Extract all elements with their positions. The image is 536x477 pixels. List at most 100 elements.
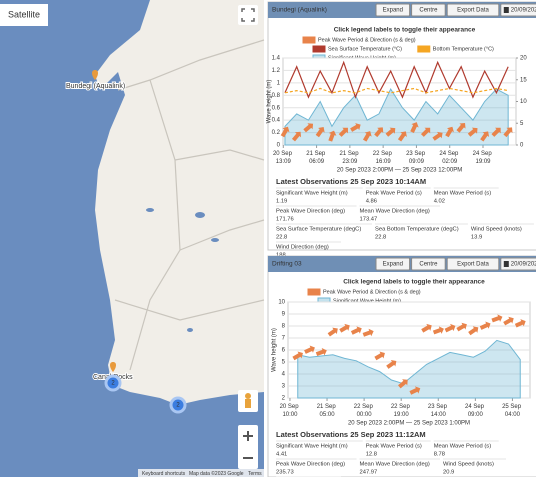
direction-arrow [327,327,338,337]
x-tick-label: 20 Sep 10:00 [280,404,301,418]
header-button[interactable] [375,257,411,271]
fullscreen-button[interactable] [238,5,258,25]
direction-arrow [456,322,467,332]
legend-swatch [302,36,316,44]
map-type-button[interactable] [0,4,48,26]
header-button[interactable] [375,3,411,17]
observation-label: Mean Wave Direction (deg) [360,209,430,215]
observation-label: Peak Wave Period (s) [366,191,422,197]
x-tick-label: 21 Sep 05:00 [317,404,338,418]
observation-label: Significant Wave Height (m) [276,444,348,450]
cluster[interactable] [169,396,187,414]
observations-title: Latest Observations 25 Sep 2023 10:14AM [276,177,426,186]
x-tick-label: 21 Sep 06:09 [306,151,327,165]
cluster[interactable] [104,374,122,392]
cluster-count: 2 [176,403,180,409]
observation-label: Mean Wave Direction (deg) [360,462,430,468]
y-tick-label: 0.6 [272,105,281,111]
direction-arrow [280,126,290,138]
road [114,299,265,321]
legend-label[interactable]: Peak Wave Period & Direction (s & deg) [318,37,416,43]
observation-label: Sea Bottom Temperature (degC) [375,227,459,233]
y-tick-label: 2 [282,396,286,402]
calendar-icon [503,261,509,267]
legend-label[interactable]: Bottom Temperature (°C) [433,46,494,52]
direction-arrow [374,351,385,361]
direction-arrow [420,127,431,137]
observation-label: Peak Wave Direction (deg) [276,462,345,468]
marker-pin[interactable] [110,362,116,372]
direction-arrow [444,323,456,333]
legend-label[interactable]: Significant Wave Height (m) [333,298,401,304]
y-tick-label: 0 [277,143,281,149]
map-type-label: Satellite [8,9,40,19]
y-tick-label: 3 [282,384,286,390]
date-range: 20/09/2023 - 25/09/2023 [511,8,536,14]
x-tick-label: 23 Sep 14:00 [428,404,449,418]
lake [211,238,219,242]
direction-arrow [386,359,397,369]
direction-arrow [445,126,454,138]
header-button[interactable] [411,3,446,17]
lake [187,328,193,332]
observation-label: Mean Wave Period (s) [434,191,492,197]
x-tick-label: 25 Sep 04:00 [502,404,523,418]
legend-swatch [312,45,326,53]
direction-arrow [339,323,350,333]
direction-arrow [303,123,314,133]
direction-arrow [374,127,384,138]
map-footer [138,469,264,477]
cluster-count: 2 [111,381,115,387]
header-button[interactable] [411,257,446,271]
header-button[interactable] [446,257,500,271]
road [174,149,265,161]
calendar-icon [503,7,509,13]
observation-value: 13.9 [471,235,482,241]
direction-arrow [432,131,443,141]
button-label: Export Data [457,8,489,14]
x-tick-label: 22 Sep 19:00 [391,404,412,418]
direction-arrow [409,386,421,395]
observation-label: Wind Direction (deg) [276,245,329,251]
legend-label[interactable]: Peak Wave Period & Direction (s & deg) [323,289,421,295]
marker-label: Bundegi (Aqualink) [66,83,125,90]
zoom-in[interactable] [243,431,253,441]
lake [195,212,205,218]
y-tick-label: 0.4 [272,118,281,124]
direction-arrow [398,379,408,389]
legend-swatch [307,288,321,296]
direction-arrow [432,326,444,335]
roads [114,39,265,371]
footer-link[interactable]: Terms [248,471,262,477]
legend-label[interactable]: Sea Surface Temperature (°C) [328,46,402,52]
x-tick-label: 22 Sep 16:09 [373,151,394,165]
road [117,39,265,91]
y-axis-label: Wave height (m) [267,80,273,124]
footer-link[interactable]: Keyboard shortcuts [142,471,186,477]
x-tick-label: 24 Sep 09:00 [465,404,486,418]
direction-arrow [362,131,372,142]
lake [146,208,154,212]
direction-arrow [397,131,407,142]
direction-arrow [491,127,501,137]
direction-arrow [385,127,396,137]
direction-arrow [491,314,503,323]
panel-title: Bundegi (Aqualink) [272,7,327,14]
marker-pin[interactable] [92,70,98,80]
header-button[interactable] [446,3,500,17]
direction-arrow [304,345,315,354]
y2-tick-label: 20 [520,56,527,62]
observation-value: 4.41 [276,452,287,458]
y-tick-label: 0.8 [272,93,281,99]
x-range-label: 20 Sep 2023 2:00PM — 25 Sep 2023 12:00PM [337,168,462,174]
observation-value: 22.8 [375,235,386,241]
observation-value: 4.86 [366,199,377,205]
observation-value: 173.47 [360,217,378,223]
date-picker[interactable] [500,257,536,271]
y-tick-label: 1.4 [272,56,281,62]
date-picker[interactable] [500,3,536,17]
y2-tick-label: 5 [520,121,524,127]
direction-arrow [315,347,327,356]
date-range: 20/09/2023 - 25/09/2023 [511,262,536,268]
